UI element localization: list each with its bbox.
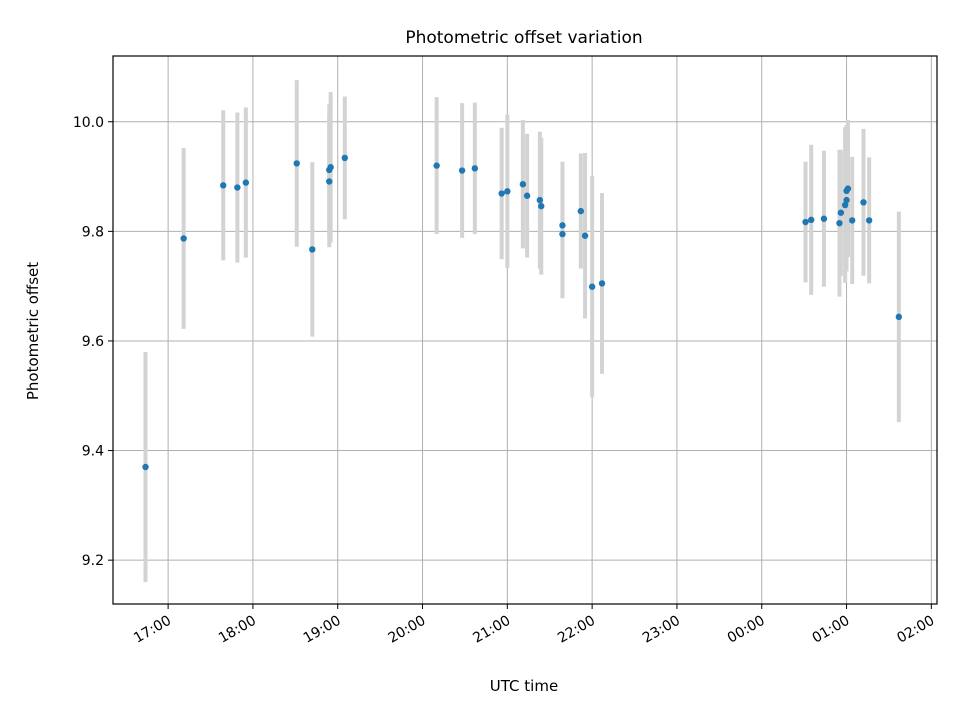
error-bars: [143, 80, 901, 583]
data-point: [309, 246, 316, 253]
y-tick-label: 9.4: [82, 444, 104, 460]
data-point: [860, 199, 867, 206]
data-point: [865, 217, 873, 224]
plot-frame: [112, 55, 938, 605]
data-point: [341, 154, 348, 162]
data-point: [581, 232, 589, 239]
data-point: [242, 179, 250, 186]
y-tick-label: 9.8: [82, 224, 104, 240]
data-point: [843, 196, 850, 204]
data-point: [327, 164, 334, 171]
y-tick-label: 10.0: [73, 115, 104, 131]
data-point: [504, 188, 511, 195]
data-point: [498, 190, 505, 197]
data-point: [458, 167, 466, 174]
data-points: [142, 154, 903, 471]
y-axis-label: Photometric offset: [24, 262, 42, 400]
data-point: [142, 463, 149, 471]
x-tick-label: 18:00: [216, 613, 259, 647]
data-point: [808, 216, 815, 224]
chart-title: Photometric offset variation: [405, 28, 642, 48]
data-point: [820, 215, 828, 222]
x-tick-label: 00:00: [725, 613, 768, 647]
data-point: [836, 219, 843, 227]
data-point: [598, 280, 606, 287]
y-tick-label: 9.2: [82, 553, 104, 569]
data-point: [433, 162, 440, 169]
x-tick-label: 20:00: [386, 613, 429, 647]
y-tick-label: 9.6: [82, 334, 104, 350]
data-point: [220, 182, 227, 189]
data-point: [326, 178, 333, 185]
data-point: [471, 165, 479, 172]
data-point: [848, 217, 856, 224]
x-tick-label: 21:00: [470, 613, 513, 647]
data-point: [837, 209, 845, 216]
data-point: [895, 313, 903, 321]
y-axis-ticks: 9.2 9.4 9.6 9.8 10.0: [73, 115, 113, 569]
x-tick-label: 19:00: [301, 613, 344, 647]
x-tick-label: 22:00: [555, 613, 598, 647]
data-point: [293, 160, 300, 167]
x-tick-label: 17:00: [131, 613, 174, 647]
data-point: [841, 201, 849, 209]
data-point: [234, 184, 241, 191]
x-axis-label: UTC time: [490, 677, 558, 695]
data-point: [588, 283, 596, 290]
data-point: [559, 222, 566, 229]
data-point: [559, 230, 566, 238]
data-point: [802, 218, 809, 226]
x-axis-ticks: 17:00 18:00 19:00 20:00 21:00 22:00 23:00 00:00…: [131, 604, 937, 647]
data-point: [519, 181, 527, 188]
x-tick-label: 02:00: [894, 613, 937, 647]
data-point: [577, 207, 585, 215]
data-point: [844, 185, 852, 192]
x-tick-label: 01:00: [810, 613, 853, 647]
x-tick-label: 23:00: [640, 613, 683, 647]
data-point: [523, 192, 531, 199]
data-point: [536, 196, 544, 204]
data-point: [180, 235, 187, 242]
data-point: [538, 202, 545, 210]
